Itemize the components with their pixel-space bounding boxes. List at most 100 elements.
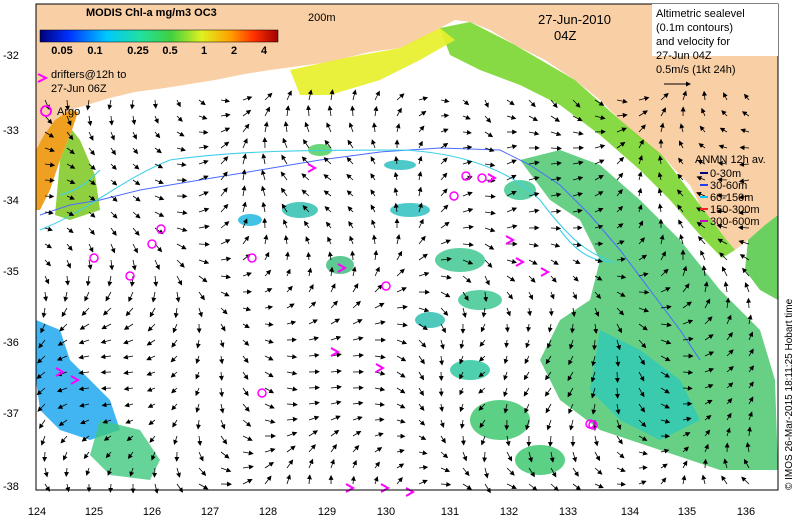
velocity-arrow (60, 435, 68, 444)
velocity-arrow (80, 419, 90, 425)
argo-float (125, 271, 135, 281)
velocity-arrow (591, 403, 597, 415)
velocity-arrow (370, 173, 376, 181)
velocity-arrow (374, 386, 386, 392)
velocity-arrow (286, 370, 298, 376)
svg-text:60-150m: 60-150m (710, 192, 753, 204)
velocity-arrow (594, 467, 603, 475)
velocity-arrow (38, 339, 46, 349)
velocity-arrow (371, 122, 377, 133)
velocity-arrow (195, 403, 201, 413)
velocity-arrow (352, 352, 364, 358)
drifter-marker (540, 267, 551, 277)
velocity-arrow (370, 156, 376, 165)
lon-label-3: 127 (201, 506, 219, 518)
velocity-arrow (88, 147, 95, 156)
velocity-arrow (66, 147, 75, 155)
velocity-arrow (242, 109, 252, 117)
velocity-arrow (242, 123, 250, 133)
velocity-arrow (739, 161, 750, 167)
velocity-arrow (484, 210, 496, 216)
velocity-arrow (110, 195, 118, 202)
velocity-arrow (717, 160, 728, 166)
velocity-arrow (100, 354, 112, 360)
velocity-arrow (506, 291, 514, 300)
velocity-arrow (304, 121, 310, 133)
velocity-arrow (242, 218, 248, 229)
velocity-arrow (107, 467, 112, 476)
lon-label-0: 124 (28, 506, 46, 518)
velocity-arrow (726, 349, 734, 357)
drifter-marker (307, 163, 318, 173)
velocity-arrow (462, 275, 472, 283)
velocity-arrow (154, 131, 161, 139)
velocity-arrow (616, 141, 626, 149)
anmn-item-2: 60-150m (700, 192, 753, 204)
velocity-arrow (660, 287, 671, 293)
velocity-arrow (638, 307, 650, 313)
velocity-arrow (462, 160, 473, 166)
velocity-arrow (323, 174, 332, 181)
velocity-arrow (126, 435, 134, 442)
isobath-200m (39, 147, 701, 361)
velocity-arrow (616, 291, 626, 297)
velocity-arrow (286, 431, 298, 437)
velocity-arrow (681, 475, 687, 485)
isobath-label: 200m (308, 12, 336, 24)
velocity-arrow (63, 291, 69, 302)
velocity-arrow (682, 369, 694, 375)
velocity-arrow (374, 320, 386, 326)
velocity-arrow (550, 99, 558, 109)
chl-southwest-patch-green (90, 420, 160, 480)
velocity-arrow (660, 403, 671, 409)
velocity-arrow (725, 297, 731, 309)
velocity-arrow (462, 207, 474, 213)
velocity-arrow (307, 89, 313, 101)
velocity-arrow (461, 307, 467, 318)
drifter-marker (330, 347, 341, 357)
velocity-arrow (638, 220, 644, 229)
velocity-arrow (264, 475, 272, 485)
colorbar: MODIS Chl-a mg/m3 OC3 0.05 0.1 0.25 0.5 … (39, 7, 279, 57)
velocity-arrow (567, 387, 574, 398)
velocity-arrow (572, 176, 584, 181)
velocity-arrow (78, 339, 90, 345)
velocity-arrow (479, 419, 486, 429)
velocity-arrow (282, 137, 288, 149)
velocity-arrow (462, 129, 472, 135)
velocity-arrow (149, 435, 156, 443)
velocity-arrow (374, 402, 385, 407)
velocity-arrow (88, 163, 96, 170)
velocity-arrow (44, 115, 53, 125)
velocity-arrow (171, 403, 178, 411)
velocity-arrow (638, 403, 646, 413)
velocity-arrow (590, 387, 596, 399)
velocity-arrow (101, 323, 112, 330)
velocity-arrow (330, 400, 342, 406)
velocity-arrow (371, 234, 377, 245)
velocity-arrow (308, 336, 320, 342)
velocity-arrow (198, 467, 207, 476)
velocity-arrow (220, 256, 232, 262)
velocity-arrow (374, 302, 385, 309)
velocity-arrow (659, 234, 665, 245)
velocity-arrow (66, 115, 72, 126)
velocity-arrow (281, 154, 288, 165)
chl-coastal-band-yellow (290, 28, 455, 95)
velocity-arrow (306, 105, 312, 117)
velocity-arrow (439, 339, 445, 350)
velocity-arrow (459, 403, 465, 413)
velocity-arrow (195, 371, 201, 380)
velocity-arrow (550, 483, 559, 492)
velocity-arrow (87, 115, 93, 127)
velocity-arrow (528, 242, 539, 248)
velocity-arrow (286, 90, 292, 101)
lon-label-7: 131 (441, 506, 459, 518)
velocity-arrow (325, 221, 332, 229)
velocity-arrow (263, 121, 269, 133)
velocity-arrow (616, 112, 628, 118)
velocity-arrow (478, 403, 486, 411)
velocity-arrow (330, 458, 335, 469)
velocity-arrow (110, 163, 117, 170)
velocity-arrow (87, 259, 93, 270)
